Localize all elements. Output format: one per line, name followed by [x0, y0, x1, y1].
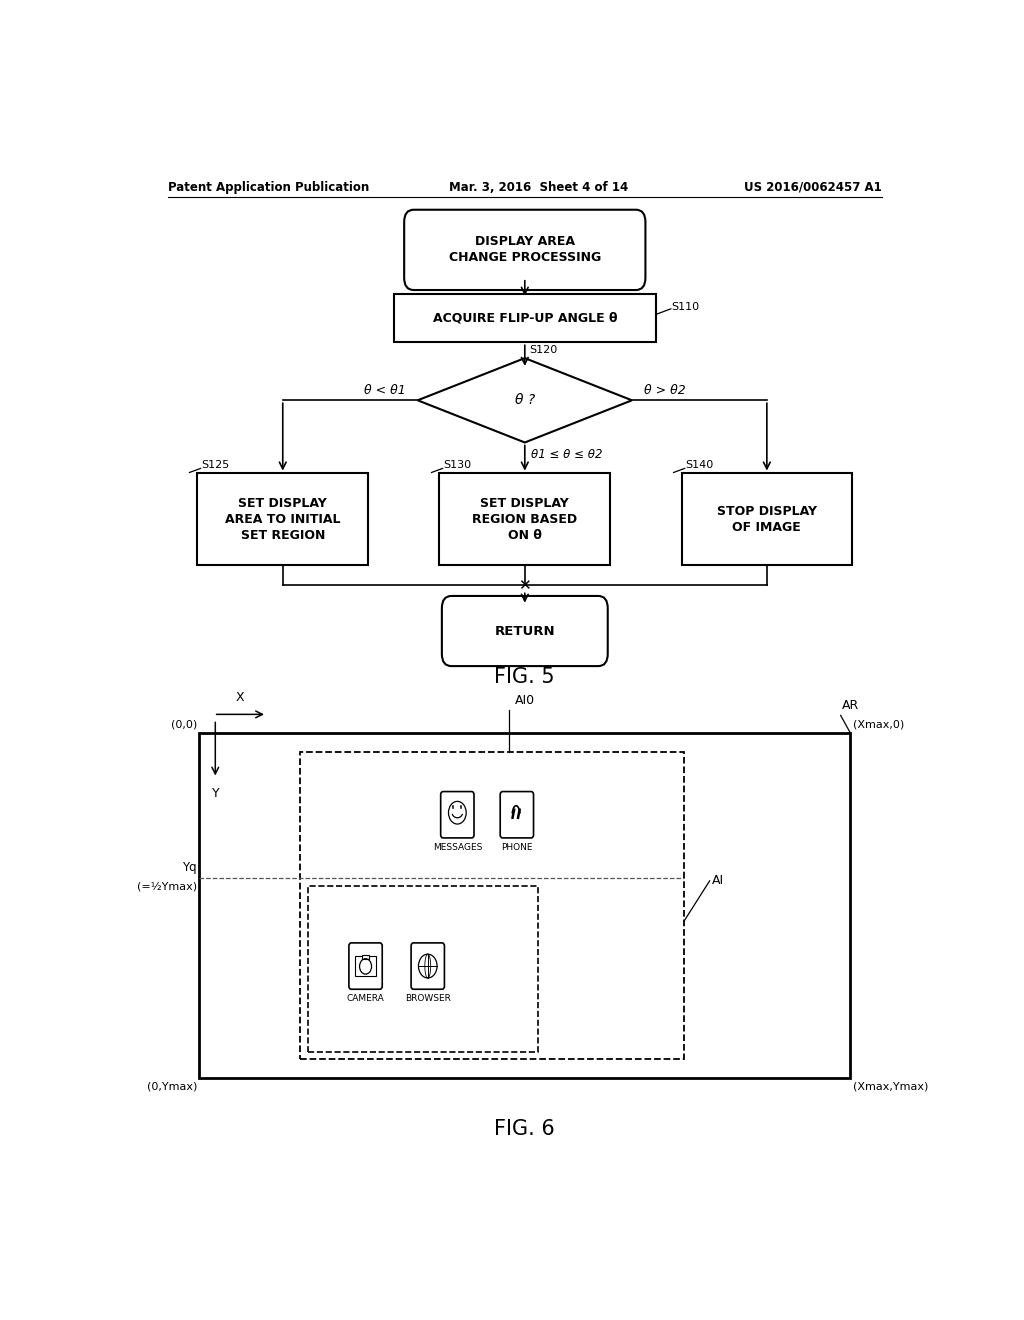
Text: US 2016/0062457 A1: US 2016/0062457 A1: [744, 181, 882, 194]
Text: ✕: ✕: [518, 578, 531, 593]
Text: AR: AR: [842, 700, 859, 713]
Text: SET DISPLAY
AREA TO INITIAL
SET REGION: SET DISPLAY AREA TO INITIAL SET REGION: [225, 496, 341, 541]
Bar: [355, 956, 376, 975]
Bar: [300, 751, 684, 1059]
Text: RETURN: RETURN: [495, 624, 555, 638]
Text: θ < θ1: θ < θ1: [364, 384, 406, 396]
Text: θ ?: θ ?: [515, 393, 535, 408]
Text: (=½Ymax): (=½Ymax): [137, 882, 197, 892]
Text: BROWSER: BROWSER: [404, 994, 451, 1003]
Bar: [200, 733, 850, 1078]
Text: Mar. 3, 2016  Sheet 4 of 14: Mar. 3, 2016 Sheet 4 of 14: [450, 181, 629, 194]
Text: (0,0): (0,0): [171, 719, 197, 730]
Text: X: X: [236, 692, 245, 704]
Text: CAMERA: CAMERA: [347, 994, 384, 1003]
Text: S130: S130: [443, 461, 472, 470]
Text: S120: S120: [529, 345, 558, 355]
Text: AI0: AI0: [515, 694, 535, 708]
FancyBboxPatch shape: [349, 942, 382, 989]
Text: PHONE: PHONE: [501, 843, 532, 851]
Polygon shape: [418, 358, 632, 442]
Text: (Xmax,0): (Xmax,0): [853, 719, 904, 730]
Text: FIG. 5: FIG. 5: [495, 667, 555, 686]
Bar: [394, 293, 655, 342]
Text: FIG. 6: FIG. 6: [495, 1119, 555, 1139]
Text: θ1 ≤ θ ≤ θ2: θ1 ≤ θ ≤ θ2: [531, 447, 603, 461]
Text: S110: S110: [672, 302, 699, 312]
Text: S140: S140: [685, 461, 714, 470]
Text: S125: S125: [202, 461, 229, 470]
Text: DISPLAY AREA
CHANGE PROCESSING: DISPLAY AREA CHANGE PROCESSING: [449, 235, 601, 264]
Bar: [682, 474, 852, 565]
FancyBboxPatch shape: [500, 792, 534, 838]
Text: θ > θ2: θ > θ2: [644, 384, 686, 396]
Text: Patent Application Publication: Patent Application Publication: [168, 181, 369, 194]
Text: (0,Ymax): (0,Ymax): [146, 1081, 197, 1092]
FancyBboxPatch shape: [411, 942, 444, 989]
Bar: [198, 474, 368, 565]
FancyBboxPatch shape: [442, 595, 607, 667]
FancyBboxPatch shape: [404, 210, 645, 290]
Text: STOP DISPLAY
OF IMAGE: STOP DISPLAY OF IMAGE: [717, 504, 817, 533]
Text: MESSAGES: MESSAGES: [433, 843, 482, 851]
Text: SET DISPLAY
REGION BASED
ON θ: SET DISPLAY REGION BASED ON θ: [472, 496, 578, 541]
Text: Y: Y: [212, 787, 219, 800]
Text: Yq: Yq: [182, 861, 197, 874]
FancyBboxPatch shape: [440, 792, 474, 838]
Text: ACQUIRE FLIP-UP ANGLE θ: ACQUIRE FLIP-UP ANGLE θ: [432, 312, 617, 325]
Bar: [362, 954, 369, 958]
Text: (Xmax,Ymax): (Xmax,Ymax): [853, 1081, 928, 1092]
Bar: [308, 887, 539, 1052]
Text: AI: AI: [712, 874, 724, 887]
Bar: [439, 474, 610, 565]
